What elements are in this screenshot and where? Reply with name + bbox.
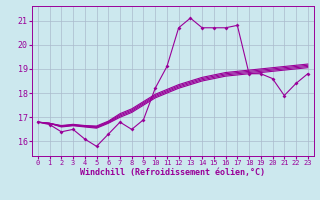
X-axis label: Windchill (Refroidissement éolien,°C): Windchill (Refroidissement éolien,°C) xyxy=(80,168,265,177)
